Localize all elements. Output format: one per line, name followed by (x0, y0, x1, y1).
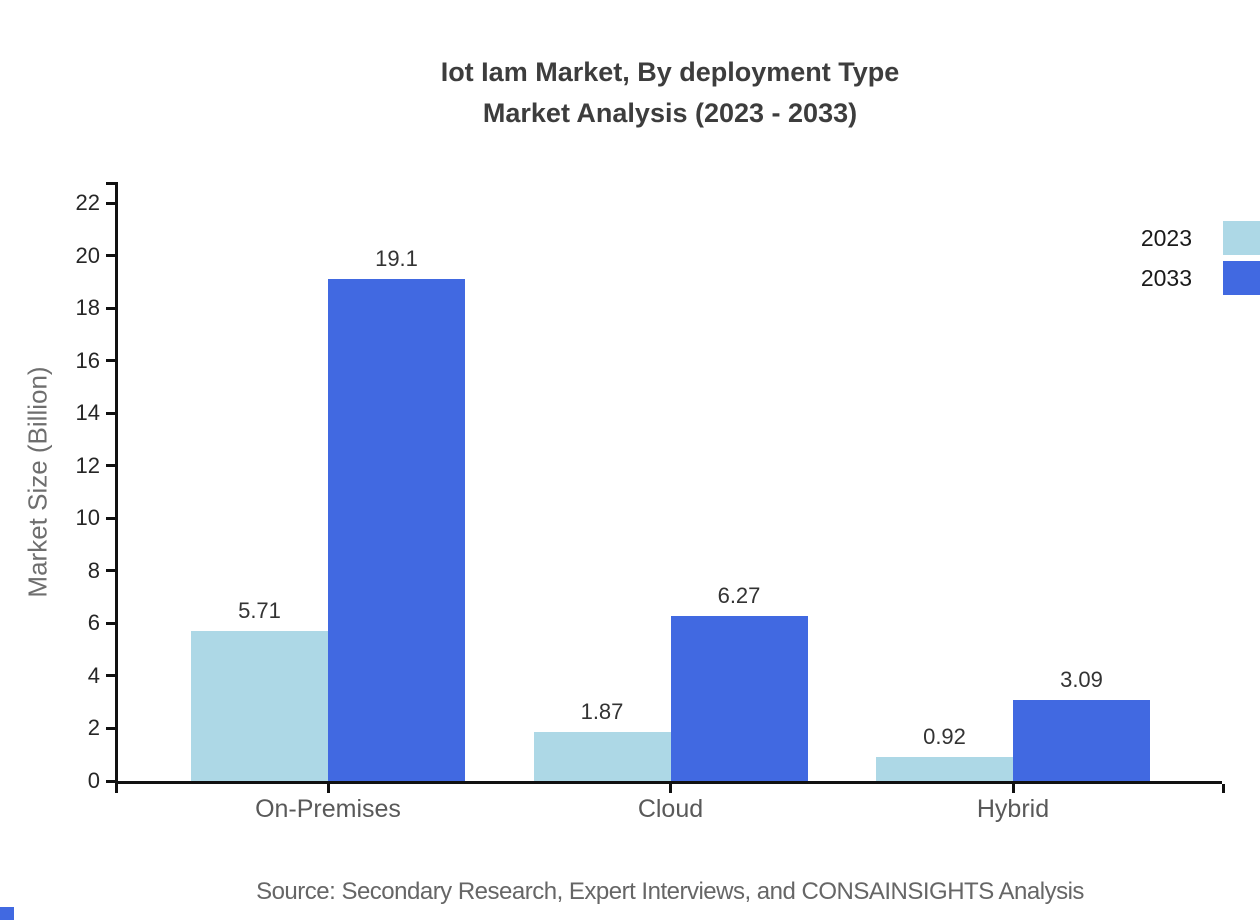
legend-item-2023: 2023 (1141, 221, 1260, 255)
y-tick-label: 4 (87, 662, 100, 688)
legend-swatch-2033 (1223, 261, 1260, 295)
bar-2023-hybrid (876, 757, 1013, 781)
y-tick-label: 16 (75, 347, 100, 373)
category-label: Hybrid (976, 795, 1050, 823)
y-tick-mark (106, 306, 115, 310)
y-tick-mark (106, 516, 115, 520)
category-label: On-Premises (255, 795, 401, 823)
y-tick-mark (106, 779, 115, 783)
y-tick-label: 2 (87, 715, 100, 741)
bar-value-label: 6.27 (717, 583, 761, 608)
y-tick-label: 12 (75, 452, 100, 478)
chart-title-block: Iot Iam Market, By deployment Type Marke… (118, 52, 1222, 134)
plot-area: 0 2 4 6 8 10 12 14 16 18 20 22 On-Premises 5.71 19.1 Cl… (76, 182, 1225, 823)
y-tick-label: 20 (75, 242, 100, 268)
y-tick-mark (106, 254, 115, 258)
x-tick-mark (1011, 784, 1015, 793)
y-tick-label: 0 (87, 768, 100, 793)
bar-value-label: 0.92 (923, 724, 966, 749)
bar-2023-on-premises (191, 631, 328, 781)
chart-title: Iot Iam Market, By deployment Type (440, 57, 900, 87)
x-tick-mark (326, 784, 330, 793)
x-axis-endcap-right (1222, 784, 1225, 793)
source-note: Source: Secondary Research, Expert Inter… (256, 878, 1084, 905)
legend-label-2023: 2023 (1140, 224, 1192, 251)
bar-value-label: 5.71 (238, 598, 281, 623)
y-axis-endcap (106, 182, 115, 185)
bar-2033-hybrid (1013, 700, 1150, 781)
y-tick-mark (106, 621, 115, 625)
bar-value-label: 3.09 (1060, 667, 1103, 692)
y-tick-label: 14 (75, 400, 100, 426)
y-tick-label: 18 (75, 295, 100, 321)
bar-2023-cloud (533, 732, 671, 781)
corner-mark (0, 907, 14, 920)
y-tick-mark (106, 674, 115, 678)
y-tick-label: 10 (75, 505, 100, 531)
bar-value-label: 19.1 (375, 246, 418, 271)
legend-swatch-2023 (1223, 221, 1260, 255)
y-tick-mark (106, 569, 115, 573)
legend-label-2033: 2033 (1140, 264, 1192, 291)
y-tick-mark (106, 464, 115, 468)
y-tick-mark (106, 411, 115, 415)
legend-item-2033: 2033 (1141, 261, 1260, 295)
y-tick-mark (106, 726, 115, 730)
bar-2033-on-premises (328, 279, 465, 781)
legend: 2023 2033 (1141, 221, 1260, 295)
y-tick-mark (106, 201, 115, 205)
category-label: Cloud (637, 795, 704, 823)
x-axis-spine (115, 781, 1222, 784)
chart-subtitle: Market Analysis (2023 - 2033) (482, 98, 858, 128)
y-tick-mark (106, 359, 115, 363)
bar-value-label: 1.87 (580, 699, 624, 724)
x-axis-endcap-left (115, 784, 118, 793)
y-tick-label: 8 (87, 557, 100, 583)
bar-2033-cloud (670, 616, 808, 781)
y-tick-label: 22 (75, 190, 100, 216)
x-tick-mark (669, 784, 672, 793)
y-tick-label: 6 (87, 610, 100, 636)
y-axis-spine (115, 182, 118, 784)
